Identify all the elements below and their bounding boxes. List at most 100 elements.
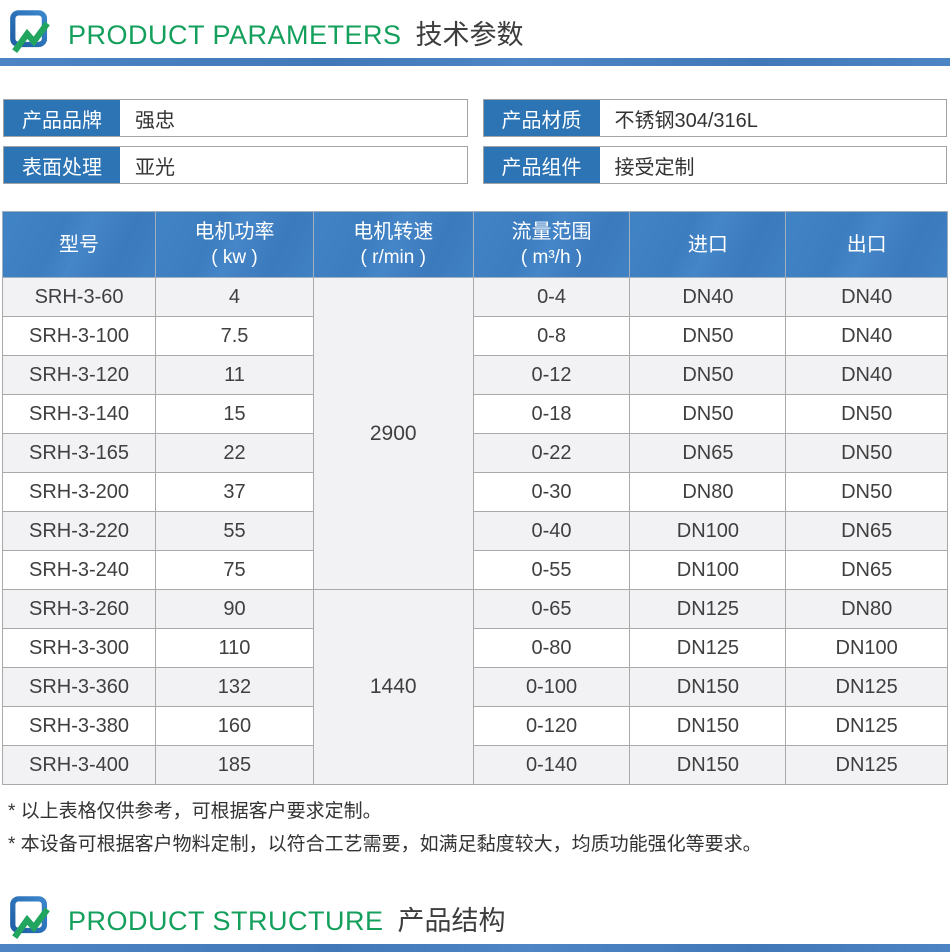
- cell-power: 132: [155, 667, 314, 707]
- cell-power: 15: [155, 394, 314, 434]
- cell-flow: 0-140: [472, 745, 631, 785]
- info-box-components: 产品组件 接受定制: [482, 146, 947, 184]
- info-label: 表面处理: [4, 147, 120, 183]
- info-value: 不锈钢304/316L: [614, 109, 758, 132]
- info-label: 产品材质: [483, 100, 600, 136]
- info-label: 产品品牌: [4, 100, 120, 136]
- cell-inlet: DN40: [629, 277, 787, 317]
- info-value: 接受定制: [614, 156, 695, 179]
- column-header-inlet: 进口: [629, 211, 787, 278]
- bottom-divider-rule: [0, 944, 950, 952]
- cell-flow: 0-55: [472, 550, 631, 590]
- cell-flow: 0-4: [472, 277, 631, 317]
- cell-power: 75: [155, 550, 314, 590]
- brand-logo-icon: [10, 896, 50, 939]
- table-row: SRH-3-120 11 0-12 DN50 DN40: [1, 355, 948, 395]
- table-row: SRH-3-165 22 0-22 DN65 DN50: [1, 433, 948, 473]
- parameters-title-en: PRODUCT PARAMETERS: [68, 19, 402, 50]
- table-row: SRH-3-400 185 0-140 DN150 DN125: [1, 745, 948, 785]
- cell-power: 55: [155, 511, 314, 551]
- cell-model: SRH-3-400: [1, 745, 157, 785]
- cell-outlet: DN125: [785, 667, 948, 707]
- cell-inlet: DN100: [629, 550, 787, 590]
- parameters-section-header: PRODUCT PARAMETERS 技术参数: [0, 0, 950, 58]
- cell-power: 37: [155, 472, 314, 512]
- cell-power: 4: [155, 277, 314, 317]
- info-value: 亚光: [135, 156, 175, 179]
- parameters-title-cn: 技术参数: [415, 19, 524, 50]
- column-header-speed: 电机转速 ( r/min ): [312, 211, 474, 278]
- structure-title-en: PRODUCT STRUCTURE: [68, 905, 384, 936]
- cell-outlet: DN100: [785, 628, 948, 668]
- table-row: SRH-3-60 4 2900 0-4 DN40 DN40: [1, 277, 948, 590]
- table-row: SRH-3-360 132 0-100 DN150 DN125: [1, 667, 948, 707]
- cell-outlet: DN50: [785, 394, 948, 434]
- column-header-outlet: 出口: [785, 211, 948, 278]
- cell-flow: 0-65: [472, 589, 631, 629]
- cell-outlet: DN50: [785, 433, 948, 473]
- cell-power: 7.5: [155, 316, 314, 356]
- cell-speed-merged: 1440: [312, 589, 474, 785]
- brand-logo-icon: [10, 10, 50, 53]
- spec-table-body: SRH-3-60 4 2900 0-4 DN40 DN40 SRH-3-100 7.5 0-8 D…: [1, 277, 948, 785]
- cell-outlet: DN65: [785, 511, 948, 551]
- cell-flow: 0-80: [472, 628, 631, 668]
- cell-model: SRH-3-260: [1, 589, 157, 629]
- cell-model: SRH-3-240: [1, 550, 157, 590]
- info-box-brand: 产品品牌 强忠: [3, 99, 468, 137]
- cell-model: SRH-3-120: [1, 355, 157, 395]
- cell-model: SRH-3-60: [1, 277, 157, 317]
- table-row: SRH-3-220 55 0-40 DN100 DN65: [1, 511, 948, 551]
- cell-model: SRH-3-360: [1, 667, 157, 707]
- column-header-model: 型号: [1, 211, 157, 278]
- column-header-flow: 流量范围 ( m³/h ): [472, 211, 631, 278]
- table-row: SRH-3-240 75 0-55 DN100 DN65: [1, 550, 948, 590]
- cell-inlet: DN80: [629, 472, 787, 512]
- parameters-section-titles: PRODUCT PARAMETERS 技术参数: [68, 13, 524, 52]
- cell-model: SRH-3-220: [1, 511, 157, 551]
- structure-title-cn: 产品结构: [397, 905, 506, 936]
- cell-outlet: DN125: [785, 745, 948, 785]
- cell-model: SRH-3-380: [1, 706, 157, 746]
- cell-flow: 0-18: [472, 394, 631, 434]
- table-notes: * 以上表格仅供参考，可根据客户要求定制。 * 本设备可根据客户物料定制，以符合…: [8, 795, 950, 861]
- table-row: SRH-3-100 7.5 0-8 DN50 DN40: [1, 316, 948, 356]
- cell-inlet: DN150: [629, 667, 787, 707]
- cell-power: 110: [155, 628, 314, 668]
- cell-flow: 0-100: [472, 667, 631, 707]
- cell-model: SRH-3-140: [1, 394, 157, 434]
- cell-model: SRH-3-165: [1, 433, 157, 473]
- cell-inlet: DN50: [629, 316, 787, 356]
- table-row: SRH-3-200 37 0-30 DN80 DN50: [1, 472, 948, 512]
- cell-inlet: DN50: [629, 355, 787, 395]
- cell-flow: 0-12: [472, 355, 631, 395]
- cell-outlet: DN65: [785, 550, 948, 590]
- cell-power: 185: [155, 745, 314, 785]
- spec-table-header-row: 型号 电机功率 ( kw ) 电机转速 ( r/min ) 流量范围 ( m³/…: [1, 211, 948, 278]
- spec-table-wrap: 型号 电机功率 ( kw ) 电机转速 ( r/min ) 流量范围 ( m³/…: [1, 211, 948, 785]
- table-row: SRH-3-260 90 1440 0-65 DN125 DN80: [1, 589, 948, 785]
- cell-outlet: DN125: [785, 706, 948, 746]
- cell-inlet: DN65: [629, 433, 787, 473]
- cell-model: SRH-3-200: [1, 472, 157, 512]
- cell-inlet: DN150: [629, 745, 787, 785]
- cell-outlet: DN40: [785, 316, 948, 356]
- cell-flow: 0-30: [472, 472, 631, 512]
- structure-section-header: PRODUCT STRUCTURE 产品结构: [0, 886, 950, 944]
- cell-flow: 0-40: [472, 511, 631, 551]
- cell-power: 160: [155, 706, 314, 746]
- cell-power: 90: [155, 589, 314, 629]
- cell-model: SRH-3-100: [1, 316, 157, 356]
- cell-speed-merged: 2900: [312, 277, 474, 590]
- cell-inlet: DN50: [629, 394, 787, 434]
- cell-inlet: DN150: [629, 706, 787, 746]
- cell-inlet: DN125: [629, 589, 787, 629]
- table-row: SRH-3-140 15 0-18 DN50 DN50: [1, 394, 948, 434]
- cell-outlet: DN40: [785, 355, 948, 395]
- info-label: 产品组件: [483, 147, 600, 183]
- cell-outlet: DN80: [785, 589, 948, 629]
- table-row: SRH-3-300 110 0-80 DN125 DN100: [1, 628, 948, 668]
- info-value: 强忠: [135, 109, 175, 132]
- column-header-power: 电机功率 ( kw ): [155, 211, 314, 278]
